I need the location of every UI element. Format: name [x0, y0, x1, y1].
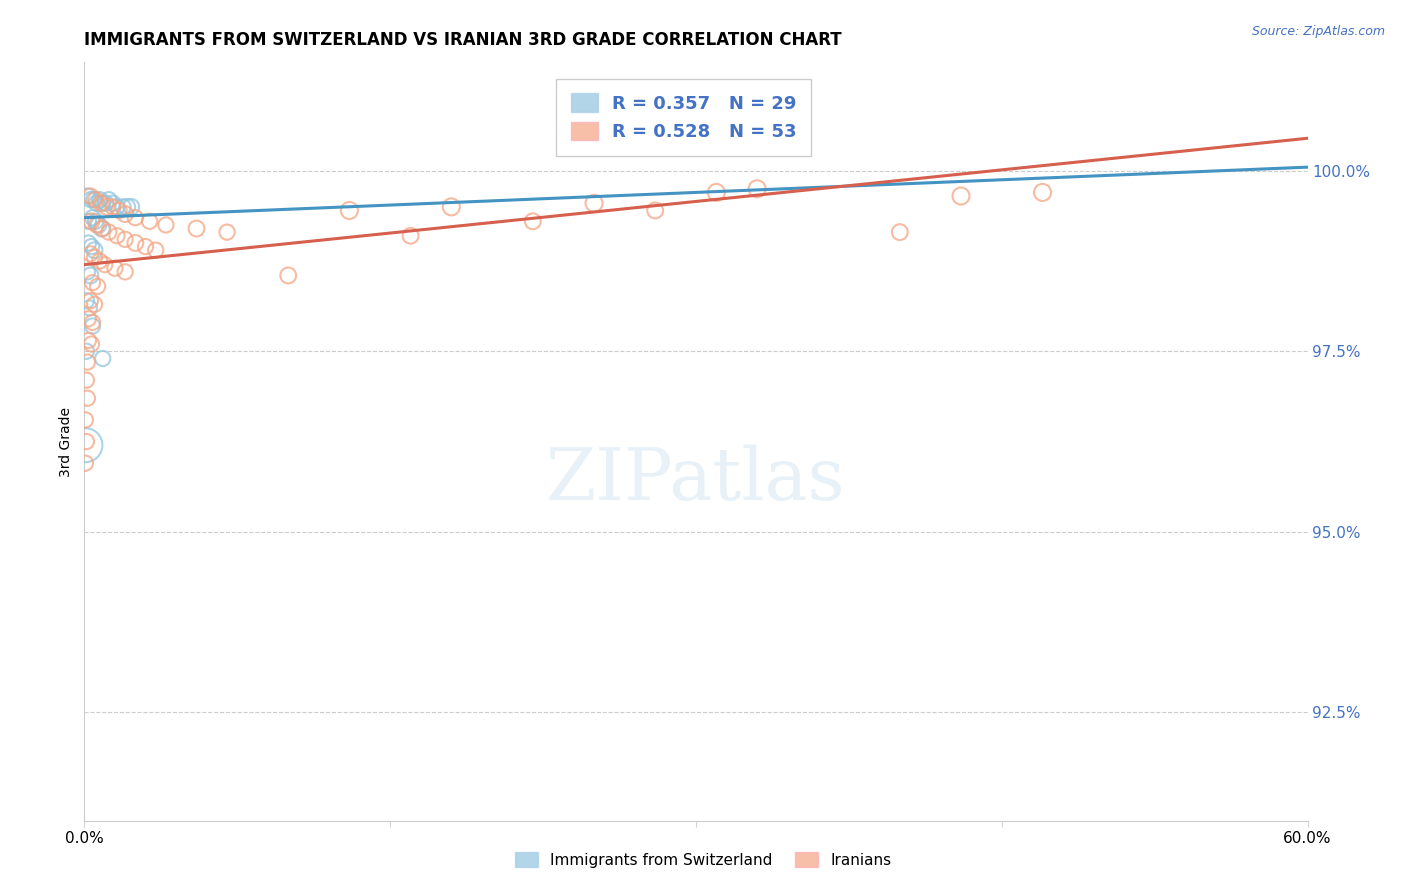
Point	[84, 193, 107, 207]
Point	[75, 434, 97, 449]
Point	[91, 221, 114, 235]
Text: IMMIGRANTS FROM SWITZERLAND VS IRANIAN 3RD GRADE CORRELATION CHART: IMMIGRANTS FROM SWITZERLAND VS IRANIAN 3…	[84, 31, 842, 49]
Point	[97, 193, 120, 207]
Point	[80, 337, 103, 351]
Point	[91, 196, 114, 211]
Point	[77, 311, 100, 326]
Point	[217, 225, 239, 239]
Point	[80, 239, 103, 253]
Y-axis label: 3rd Grade: 3rd Grade	[59, 407, 73, 476]
Point	[120, 200, 142, 214]
Point	[339, 203, 361, 218]
Point	[75, 373, 97, 387]
Point	[75, 456, 97, 470]
Point	[89, 254, 111, 268]
Point	[97, 225, 120, 239]
Point	[108, 203, 131, 218]
Point	[79, 193, 101, 207]
Point	[77, 214, 100, 228]
Point	[83, 243, 105, 257]
Point	[76, 355, 98, 369]
Point	[75, 413, 97, 427]
Point	[75, 344, 97, 359]
Point	[889, 225, 911, 239]
Point	[105, 200, 128, 214]
Point	[96, 200, 118, 214]
Point	[124, 235, 146, 250]
Point	[115, 200, 138, 214]
Point	[747, 182, 769, 196]
Point	[75, 293, 97, 308]
Point	[84, 214, 107, 228]
Point	[583, 196, 606, 211]
Point	[82, 276, 104, 290]
Point	[77, 334, 100, 348]
Text: ZIPatlas: ZIPatlas	[546, 444, 846, 515]
Point	[135, 239, 157, 253]
Point	[112, 200, 135, 214]
Point	[76, 391, 98, 405]
Point	[124, 211, 146, 225]
Point	[101, 196, 124, 211]
Point	[706, 186, 728, 200]
Point	[79, 301, 101, 315]
Point	[82, 318, 104, 333]
Point	[114, 232, 136, 246]
Point	[79, 293, 101, 308]
Point	[105, 228, 128, 243]
Point	[82, 315, 104, 329]
Point	[76, 265, 98, 279]
Point	[277, 268, 299, 283]
Point	[101, 200, 124, 214]
Point	[145, 243, 167, 257]
Point	[440, 200, 463, 214]
Point	[90, 221, 112, 235]
Point	[80, 214, 103, 228]
Legend: Immigrants from Switzerland, Iranians: Immigrants from Switzerland, Iranians	[509, 846, 897, 873]
Point	[86, 196, 108, 211]
Point	[75, 438, 97, 452]
Point	[79, 189, 101, 203]
Point	[86, 218, 108, 232]
Text: Source: ZipAtlas.com: Source: ZipAtlas.com	[1251, 25, 1385, 38]
Point	[950, 189, 973, 203]
Point	[94, 196, 117, 211]
Point	[93, 258, 115, 272]
Legend: R = 0.357   N = 29, R = 0.528   N = 53: R = 0.357 N = 29, R = 0.528 N = 53	[557, 79, 811, 156]
Point	[114, 265, 136, 279]
Point	[83, 251, 105, 265]
Point	[79, 268, 101, 283]
Point	[79, 247, 101, 261]
Point	[87, 218, 110, 232]
Point	[114, 207, 136, 221]
Point	[91, 351, 114, 366]
Point	[76, 189, 98, 203]
Point	[155, 218, 177, 232]
Point	[138, 214, 160, 228]
Point	[86, 279, 108, 293]
Point	[644, 203, 666, 218]
Point	[104, 261, 127, 276]
Point	[89, 193, 111, 207]
Point	[82, 211, 104, 225]
Point	[522, 214, 544, 228]
Point	[186, 221, 208, 235]
Point	[83, 297, 105, 311]
Point	[90, 196, 112, 211]
Point	[399, 228, 422, 243]
Point	[83, 193, 105, 207]
Point	[77, 235, 100, 250]
Point	[1032, 186, 1054, 200]
